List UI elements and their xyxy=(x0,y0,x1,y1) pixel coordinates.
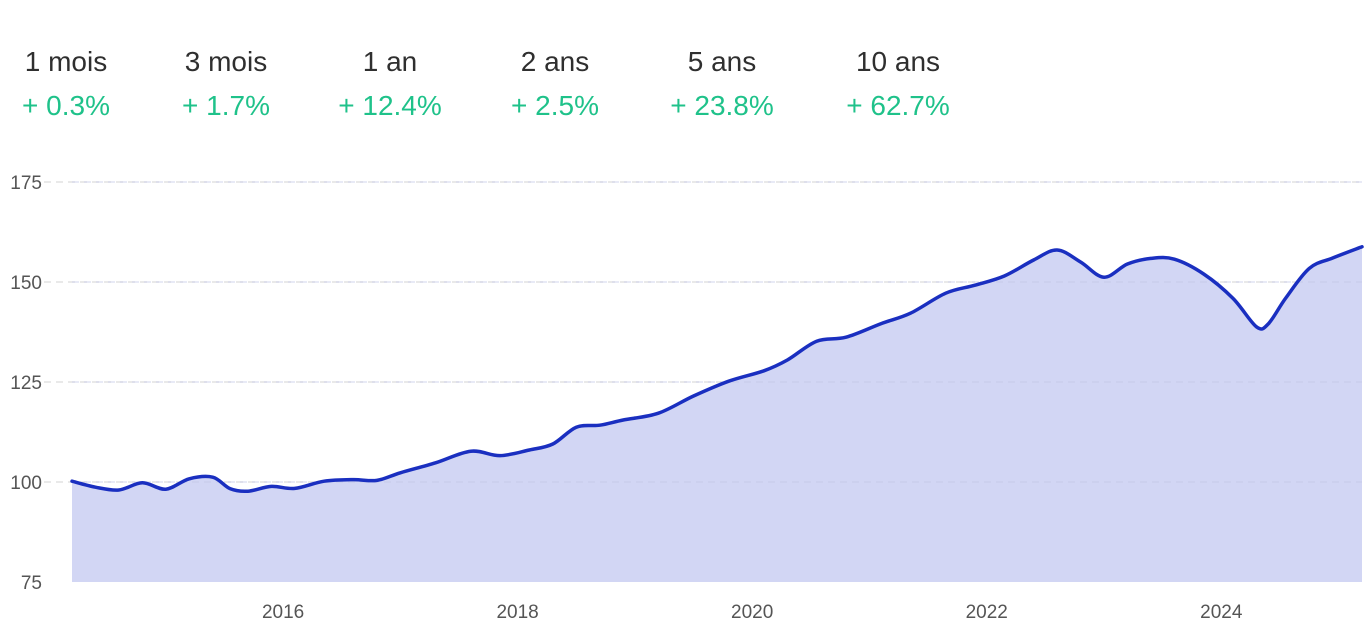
period-label: 3 mois xyxy=(184,46,268,77)
period-3-months[interactable]: 3 mois + 1.7% xyxy=(182,42,270,130)
period-2-years[interactable]: 2 ans + 2.5% xyxy=(511,42,599,130)
period-change: + 62.7% xyxy=(846,90,950,121)
x-tick-label: 2016 xyxy=(262,602,304,623)
y-tick-label: 125 xyxy=(10,373,42,394)
period-change: + 2.5% xyxy=(511,90,599,121)
y-tick-label: 75 xyxy=(21,573,42,594)
x-tick-label: 2024 xyxy=(1200,602,1243,623)
y-tick-label: 175 xyxy=(10,173,42,194)
period-change: + 1.7% xyxy=(182,90,270,121)
series-line xyxy=(70,245,1364,494)
period-label: 1 an xyxy=(362,46,418,77)
period-label: 2 ans xyxy=(520,46,590,77)
period-label: 10 ans xyxy=(855,46,941,77)
y-tick-label: 150 xyxy=(10,273,42,294)
period-label: 5 ans xyxy=(687,46,757,77)
y-tick-label: 100 xyxy=(10,473,42,494)
series-area xyxy=(72,246,1362,583)
period-5-years[interactable]: 5 ans + 23.8% xyxy=(670,42,774,130)
period-change: + 12.4% xyxy=(338,90,442,121)
period-10-years[interactable]: 10 ans + 62.7% xyxy=(846,42,950,130)
performance-periods: 1 mois + 0.3% 3 mois + 1.7% 1 an + 12.4%… xyxy=(0,42,1000,132)
x-tick-label: 2020 xyxy=(731,602,773,623)
period-1-month[interactable]: 1 mois + 0.3% xyxy=(22,42,110,130)
period-1-year[interactable]: 1 an + 12.4% xyxy=(338,42,442,130)
x-tick-label: 2018 xyxy=(496,602,538,623)
x-tick-label: 2022 xyxy=(966,602,1008,623)
period-change: + 23.8% xyxy=(670,90,774,121)
period-label: 1 mois xyxy=(24,46,108,77)
period-change: + 0.3% xyxy=(22,90,110,121)
